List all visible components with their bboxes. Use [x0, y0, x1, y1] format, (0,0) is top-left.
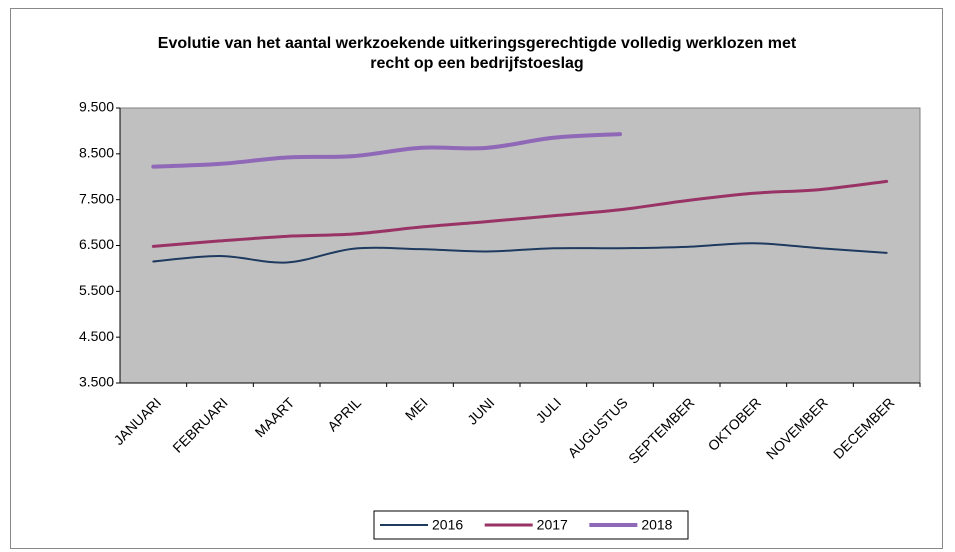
x-tick-label: OKTOBER: [705, 394, 765, 454]
legend-label: 2016: [432, 517, 463, 533]
x-tick-label: APRIL: [324, 394, 364, 434]
legend-label: 2018: [641, 517, 672, 533]
y-tick-label: 7.500: [79, 190, 114, 206]
x-tick-label: MAART: [252, 394, 298, 440]
x-tick-label: JUNI: [464, 394, 497, 427]
y-tick-label: 3.500: [79, 374, 114, 390]
y-tick-label: 9.500: [79, 99, 114, 115]
x-tick-label: NOVEMBER: [763, 394, 831, 462]
chart-frame: [10, 8, 943, 549]
y-tick-label: 8.500: [79, 145, 114, 161]
y-tick-label: 6.500: [79, 236, 114, 252]
x-tick-label: AUGUSTUS: [564, 394, 630, 460]
legend-label: 2017: [537, 517, 568, 533]
x-tick-label: FEBRUARI: [169, 394, 230, 455]
x-tick-label: JULI: [532, 394, 564, 426]
x-tick-label: JANUARI: [110, 394, 164, 448]
x-tick-label: DECEMBER: [830, 394, 897, 461]
x-tick-label: MEI: [402, 394, 431, 423]
y-tick-label: 4.500: [79, 328, 114, 344]
y-tick-label: 5.500: [79, 282, 114, 298]
line: [151, 132, 622, 169]
line: [152, 242, 888, 264]
x-tick-label: SEPTEMBER: [625, 394, 697, 466]
line: [151, 179, 889, 248]
chart-title: Evolutie van het aantal werkzoekende uit…: [157, 35, 797, 72]
